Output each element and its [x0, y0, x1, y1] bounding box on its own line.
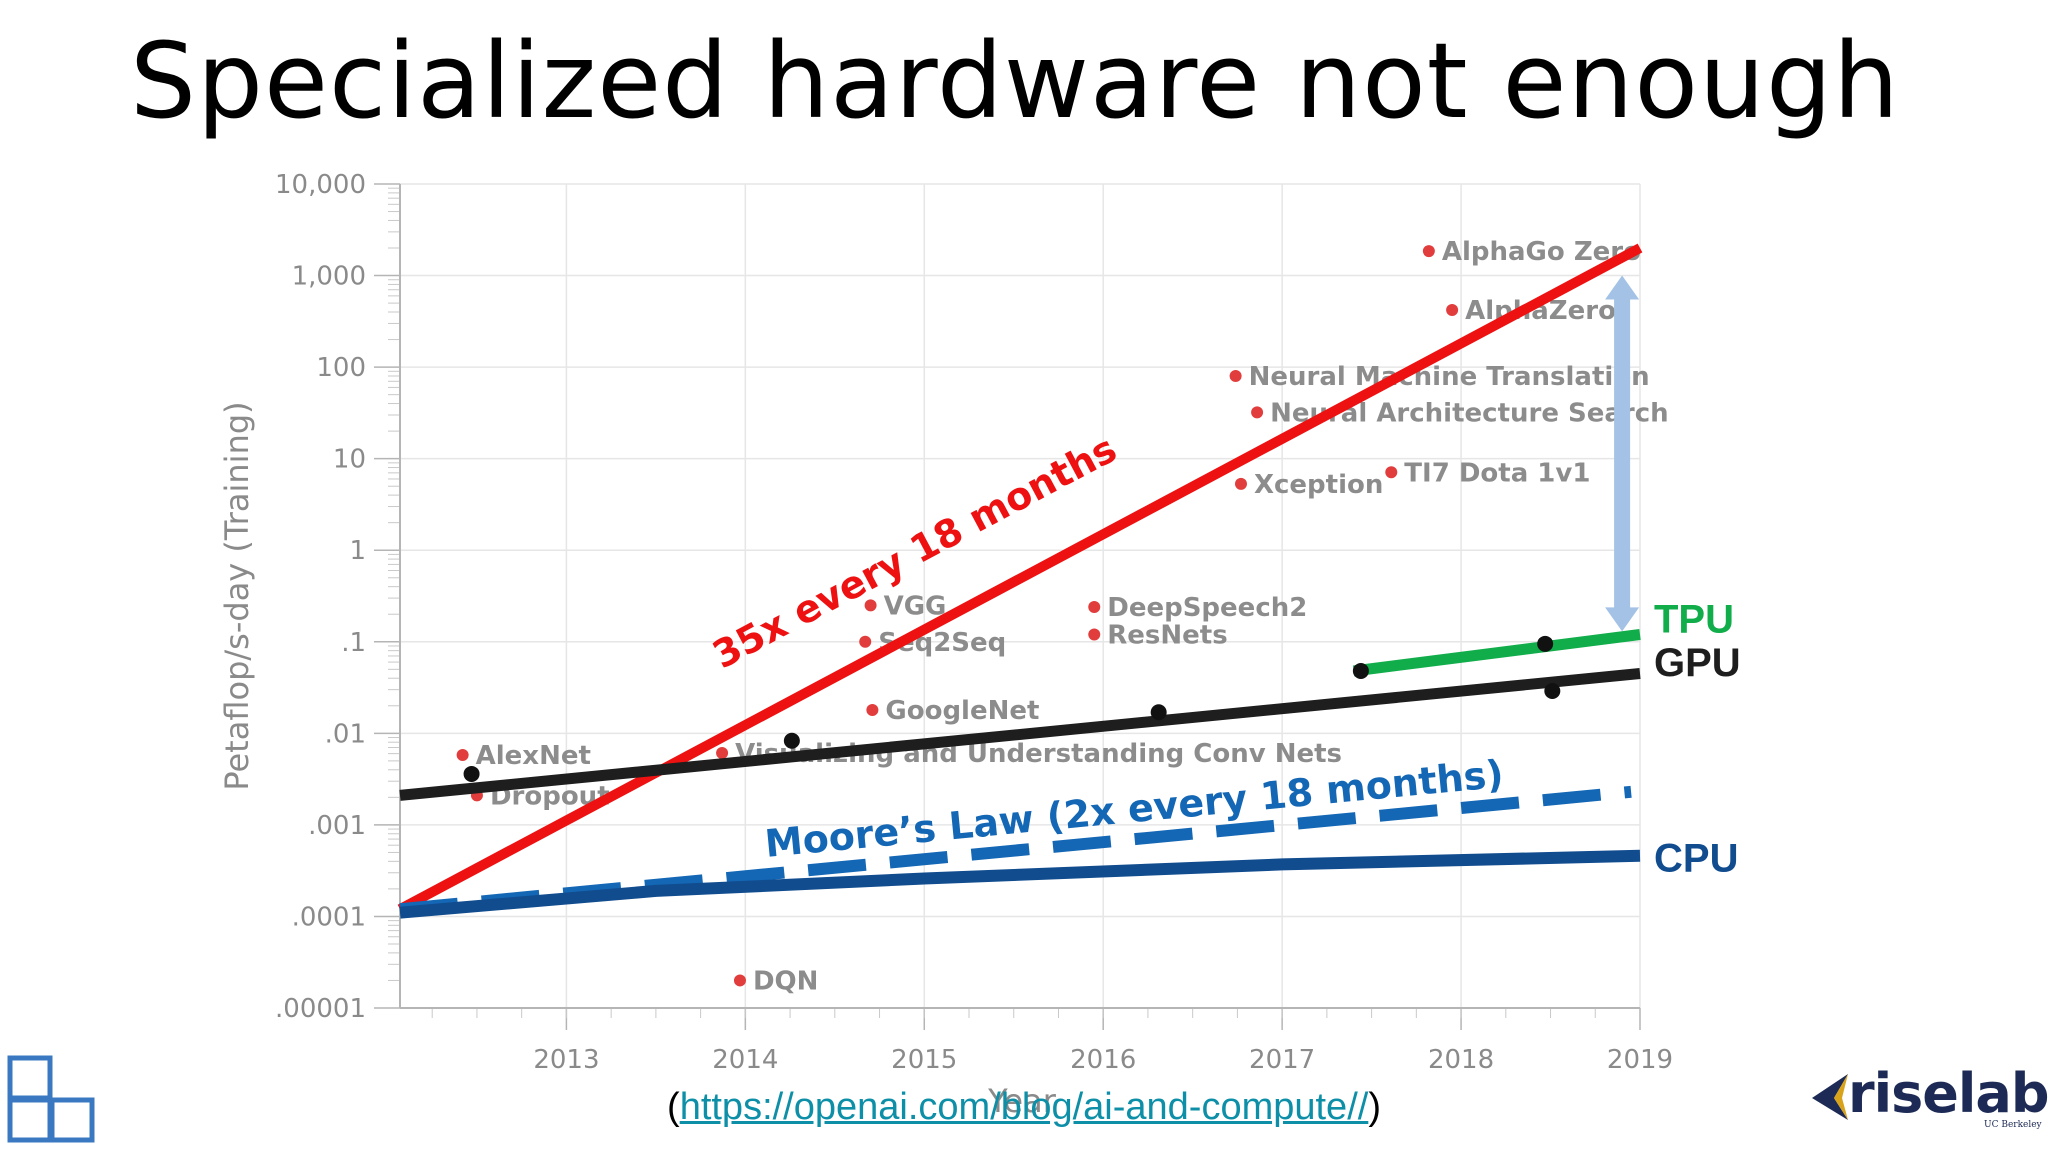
point-alphazero — [1446, 304, 1459, 317]
series-line-tpu — [1353, 629, 1641, 677]
series-line-cpu — [399, 849, 1641, 919]
series-line-gpu — [399, 668, 1641, 801]
point-label-vgg: VGG — [884, 591, 947, 621]
y-tick-label: 1 — [349, 536, 366, 566]
y-tick-label: 100 — [316, 353, 366, 383]
riselab-logo: riselab UC Berkeley — [1808, 1062, 2048, 1130]
gap-arrow-head-bottom — [1605, 607, 1640, 632]
x-tick-label: 2016 — [1070, 1045, 1136, 1075]
gap-arrow-head-top — [1605, 275, 1640, 300]
y-tick-label: .00001 — [275, 994, 366, 1024]
point-xception — [1234, 477, 1247, 490]
point-neural-architecture-search — [1251, 406, 1264, 419]
x-tick-label: 2015 — [891, 1045, 957, 1075]
chart-grid — [400, 183, 1641, 1009]
hardware-point — [1150, 704, 1167, 721]
point-alexnet — [456, 748, 469, 761]
slide-title: Specialized hardware not enough — [130, 20, 1900, 142]
source-link[interactable]: https://openai.com/blog/ai-and-compute// — [679, 1086, 1369, 1128]
corner-grid-icon — [6, 1054, 96, 1148]
x-tick-label: 2018 — [1428, 1045, 1494, 1075]
y-tick-label: .001 — [308, 811, 366, 841]
hardware-point — [1352, 662, 1369, 679]
hardware-point — [1537, 635, 1554, 652]
point-label-ti7-dota-1v1: TI7 Dota 1v1 — [1404, 458, 1590, 488]
gap-arrow-layer — [1605, 275, 1640, 632]
series-label-gpu: GPU — [1654, 641, 1741, 685]
series-label-cpu: CPU — [1654, 837, 1738, 881]
x-axis-title: Year — [987, 1082, 1057, 1120]
x-tick-label: 2017 — [1249, 1045, 1315, 1075]
y-tick-label: .1 — [341, 628, 366, 658]
hardware-points — [463, 635, 1561, 782]
point-label-xception: Xception — [1254, 470, 1383, 500]
x-tick-label: 2013 — [533, 1045, 599, 1075]
point-vgg — [864, 599, 877, 612]
point-label-googlenet: GoogleNet — [885, 696, 1039, 726]
point-label-resnets: ResNets — [1107, 621, 1227, 651]
point-dqn — [733, 974, 746, 987]
source-citation: (https://openai.com/blog/ai-and-compute/… — [0, 1086, 2048, 1129]
y-tick-label: .01 — [325, 719, 366, 749]
point-label-alexnet: AlexNet — [476, 741, 591, 771]
point-alphago-zero — [1422, 245, 1435, 258]
point-label-dqn: DQN — [753, 966, 818, 996]
point-visualizing-and-understanding-conv-nets — [716, 746, 729, 759]
chart-axes: .00001 .0001 .001 .01 .1 1 10 100 1,000 10,000 201… — [218, 170, 1673, 1120]
source-close-paren: ) — [1368, 1086, 1381, 1128]
x-tick-label: 2014 — [712, 1045, 778, 1075]
point-label-neural-machine-translation: Neural Machine Translation — [1249, 362, 1650, 392]
point-neural-machine-translation — [1229, 369, 1242, 382]
x-tick-label: 2019 — [1607, 1045, 1673, 1075]
point-ti7-dota-1v1 — [1385, 466, 1398, 479]
riselab-logo-text: riselab — [1848, 1062, 2048, 1125]
point-googlenet — [866, 703, 879, 716]
gap-arrow-shaft — [1614, 297, 1631, 610]
y-tick-label: .0001 — [292, 902, 366, 932]
hardware-point — [463, 765, 480, 782]
riselab-logo-subtext: UC Berkeley — [1984, 1120, 2042, 1130]
y-tick-label: 10 — [333, 445, 366, 475]
point-deepspeech2 — [1088, 600, 1101, 613]
point-resnets — [1088, 628, 1101, 641]
source-open-paren: ( — [667, 1086, 680, 1128]
point-seq2seq — [859, 635, 872, 648]
chart-trend-lines — [397, 243, 1643, 919]
hardware-point — [1544, 682, 1561, 699]
y-tick-label: 1,000 — [292, 262, 366, 292]
series-line-35x-every-18-months — [397, 243, 1643, 914]
series-label-tpu: TPU — [1654, 597, 1734, 641]
y-axis-title: Petaflop/s-day (Training) — [218, 401, 256, 790]
point-label-deepspeech2: DeepSpeech2 — [1107, 593, 1307, 623]
y-tick-label: 10,000 — [275, 170, 366, 200]
hardware-point — [783, 732, 800, 749]
